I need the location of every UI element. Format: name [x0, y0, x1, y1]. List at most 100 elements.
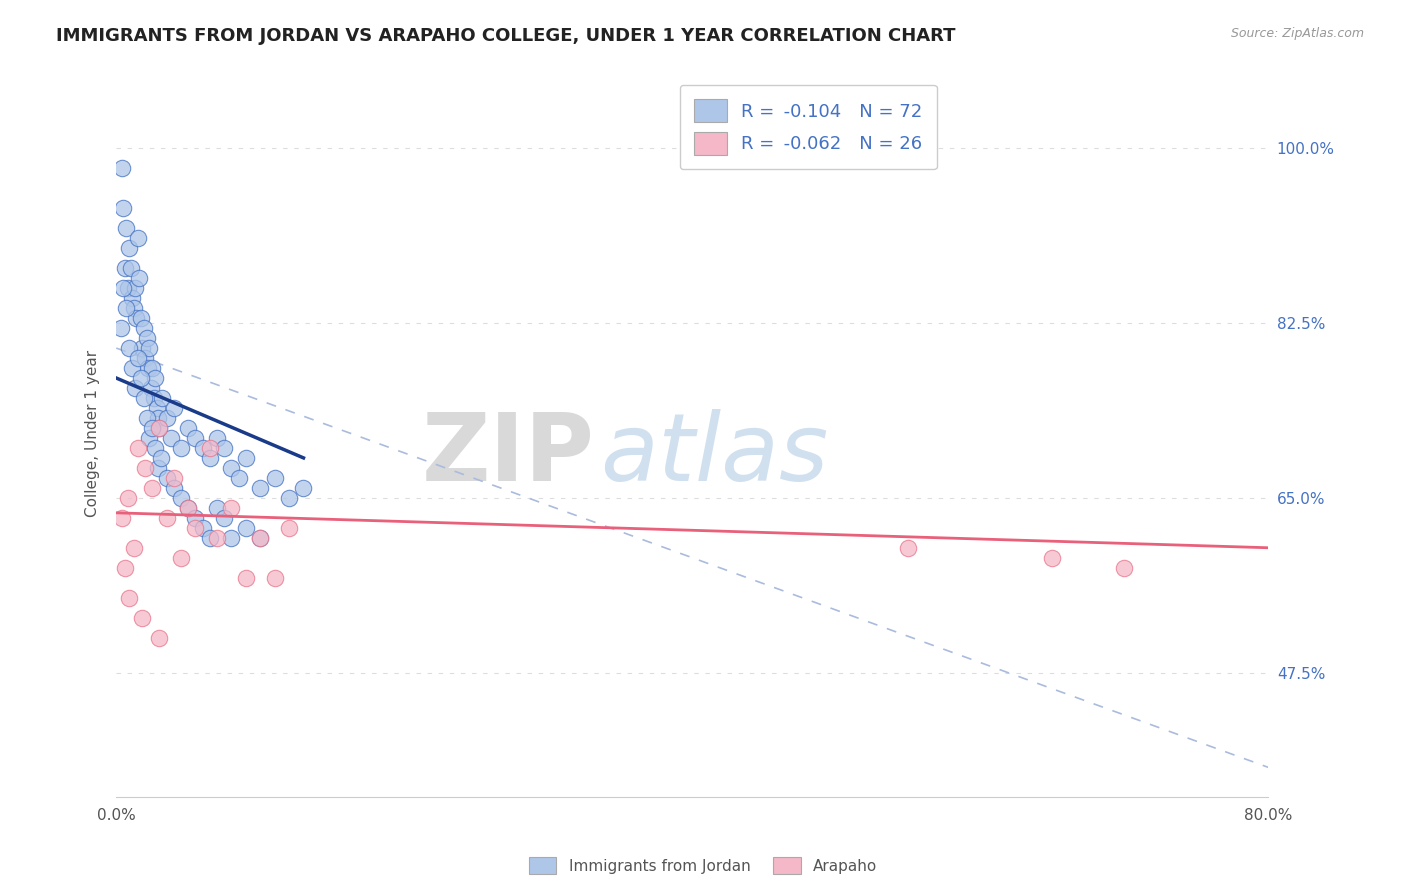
Point: [214, 441, 236, 455]
Point: [205, 500, 228, 515]
Point: [170, 491, 193, 505]
Point: [143, 441, 166, 455]
Point: [112, 281, 135, 295]
Point: [177, 421, 200, 435]
Point: [111, 161, 134, 176]
Point: [122, 301, 145, 315]
Point: [132, 391, 155, 405]
Point: [117, 491, 139, 505]
Point: [221, 461, 243, 475]
Point: [263, 571, 285, 585]
Point: [163, 481, 186, 495]
Point: [198, 531, 221, 545]
Point: [127, 231, 149, 245]
Point: [235, 450, 257, 465]
Point: [221, 500, 243, 515]
Point: [135, 331, 157, 345]
Point: [134, 461, 156, 475]
Point: [143, 371, 166, 385]
Point: [115, 301, 138, 315]
Point: [263, 471, 285, 485]
Point: [205, 431, 228, 445]
Point: [148, 421, 170, 435]
Point: [135, 411, 157, 425]
Point: [1042, 550, 1064, 565]
Point: [142, 391, 165, 405]
Point: [163, 471, 186, 485]
Point: [149, 450, 172, 465]
Point: [118, 241, 141, 255]
Point: [128, 271, 150, 285]
Point: [131, 610, 153, 624]
Point: [125, 311, 148, 326]
Point: [1114, 560, 1136, 574]
Point: [132, 321, 155, 335]
Point: [228, 471, 250, 485]
Point: [127, 441, 149, 455]
Point: [118, 341, 141, 355]
Point: [121, 291, 143, 305]
Point: [235, 521, 257, 535]
Point: [156, 411, 179, 425]
Point: [163, 401, 186, 415]
Point: [198, 450, 221, 465]
Point: [138, 431, 160, 445]
Legend: R =  -0.104 N = 72, R =  -0.062 N = 26: R = -0.104 N = 72, R = -0.062 N = 26: [679, 85, 936, 169]
Point: [177, 500, 200, 515]
Point: [235, 571, 257, 585]
Point: [129, 371, 152, 385]
Point: [122, 541, 145, 555]
Point: [292, 481, 315, 495]
Point: [148, 421, 170, 435]
Point: [249, 531, 271, 545]
Text: atlas: atlas: [600, 409, 828, 500]
Point: [191, 441, 214, 455]
Point: [114, 261, 136, 276]
Point: [156, 471, 179, 485]
Y-axis label: College, Under 1 year: College, Under 1 year: [86, 350, 100, 516]
Point: [146, 461, 169, 475]
Point: [214, 511, 236, 525]
Text: Source: ZipAtlas.com: Source: ZipAtlas.com: [1230, 27, 1364, 40]
Point: [156, 511, 179, 525]
Point: [110, 321, 132, 335]
Point: [191, 521, 214, 535]
Point: [117, 281, 139, 295]
Point: [249, 531, 271, 545]
Point: [127, 351, 149, 365]
Point: [177, 500, 200, 515]
Point: [129, 311, 152, 326]
Point: [170, 441, 193, 455]
Point: [205, 531, 228, 545]
Point: [278, 521, 301, 535]
Point: [221, 531, 243, 545]
Point: [897, 541, 920, 555]
Point: [136, 361, 159, 376]
Point: [141, 481, 163, 495]
Point: [120, 261, 142, 276]
Point: [278, 491, 301, 505]
Point: [124, 281, 146, 295]
Point: [121, 361, 143, 376]
Point: [139, 381, 162, 395]
Text: ZIP: ZIP: [422, 409, 595, 500]
Text: IMMIGRANTS FROM JORDAN VS ARAPAHO COLLEGE, UNDER 1 YEAR CORRELATION CHART: IMMIGRANTS FROM JORDAN VS ARAPAHO COLLEG…: [56, 27, 956, 45]
Point: [150, 391, 173, 405]
Point: [160, 431, 183, 445]
Point: [134, 351, 156, 365]
Point: [124, 381, 146, 395]
Point: [146, 411, 169, 425]
Point: [114, 560, 136, 574]
Point: [184, 511, 207, 525]
Point: [148, 631, 170, 645]
Point: [141, 361, 163, 376]
Point: [112, 202, 135, 216]
Point: [184, 521, 207, 535]
Point: [115, 221, 138, 235]
Point: [111, 511, 134, 525]
Point: [145, 401, 167, 415]
Point: [138, 341, 160, 355]
Point: [118, 591, 141, 605]
Point: [249, 481, 271, 495]
Point: [184, 431, 207, 445]
